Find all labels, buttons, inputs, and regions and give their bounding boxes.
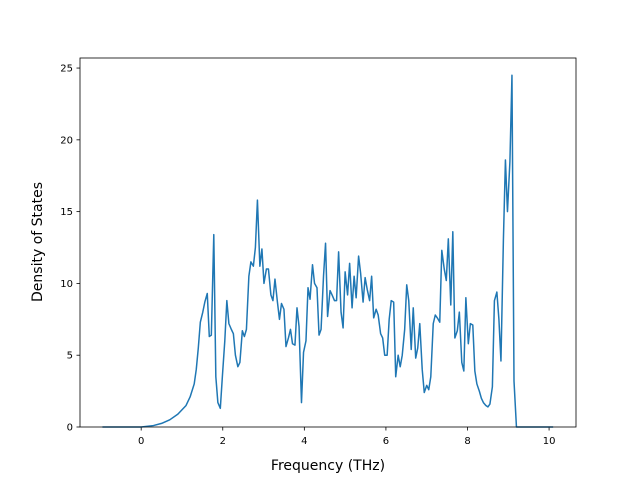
x-tick-label: 2 (220, 436, 226, 447)
x-tick-label: 10 (543, 436, 556, 447)
x-axis-label: Frequency (THz) (271, 458, 385, 474)
y-tick-label: 10 (60, 279, 73, 290)
dos-line (102, 74, 554, 428)
x-tick-label: 8 (464, 436, 470, 447)
y-tick-label: 5 (67, 351, 73, 362)
y-tick-label: 15 (60, 207, 73, 218)
x-tick-label: 6 (383, 436, 389, 447)
y-axis-label: Density of States (30, 182, 46, 302)
plot-frame (79, 57, 577, 428)
x-tick-label: 0 (138, 436, 144, 447)
x-tick-label: 4 (301, 436, 307, 447)
y-tick-label: 20 (60, 135, 73, 146)
y-tick-label: 25 (60, 64, 73, 75)
y-tick-label: 0 (67, 423, 73, 434)
